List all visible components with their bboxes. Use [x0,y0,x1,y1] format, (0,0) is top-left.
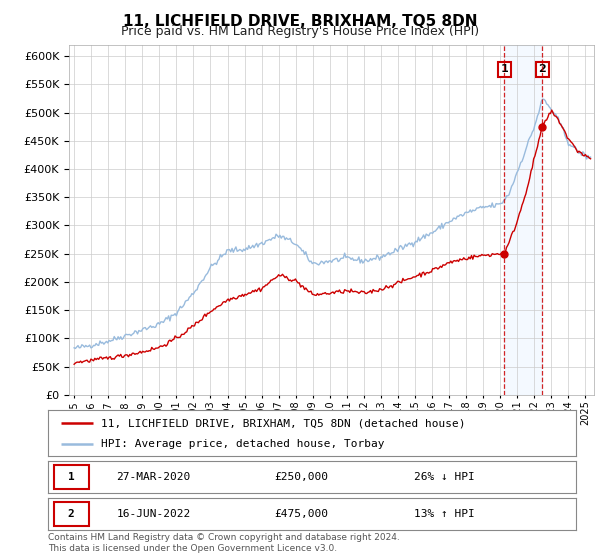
Text: 27-MAR-2020: 27-MAR-2020 [116,472,191,482]
Text: 1: 1 [68,472,74,482]
Text: £250,000: £250,000 [274,472,328,482]
Text: 11, LICHFIELD DRIVE, BRIXHAM, TQ5 8DN: 11, LICHFIELD DRIVE, BRIXHAM, TQ5 8DN [123,14,477,29]
Text: 13% ↑ HPI: 13% ↑ HPI [413,509,475,519]
Text: HPI: Average price, detached house, Torbay: HPI: Average price, detached house, Torb… [101,438,385,449]
Text: £475,000: £475,000 [274,509,328,519]
Text: Price paid vs. HM Land Registry's House Price Index (HPI): Price paid vs. HM Land Registry's House … [121,25,479,38]
Text: 2: 2 [68,509,74,519]
FancyBboxPatch shape [55,465,89,489]
Text: 16-JUN-2022: 16-JUN-2022 [116,509,191,519]
Text: Contains HM Land Registry data © Crown copyright and database right 2024.
This d: Contains HM Land Registry data © Crown c… [48,533,400,553]
Text: 11, LICHFIELD DRIVE, BRIXHAM, TQ5 8DN (detached house): 11, LICHFIELD DRIVE, BRIXHAM, TQ5 8DN (d… [101,418,466,428]
Text: 26% ↓ HPI: 26% ↓ HPI [413,472,475,482]
Text: 2: 2 [538,64,546,74]
Bar [504,45,542,395]
Text: 1: 1 [500,64,508,74]
FancyBboxPatch shape [55,502,89,526]
